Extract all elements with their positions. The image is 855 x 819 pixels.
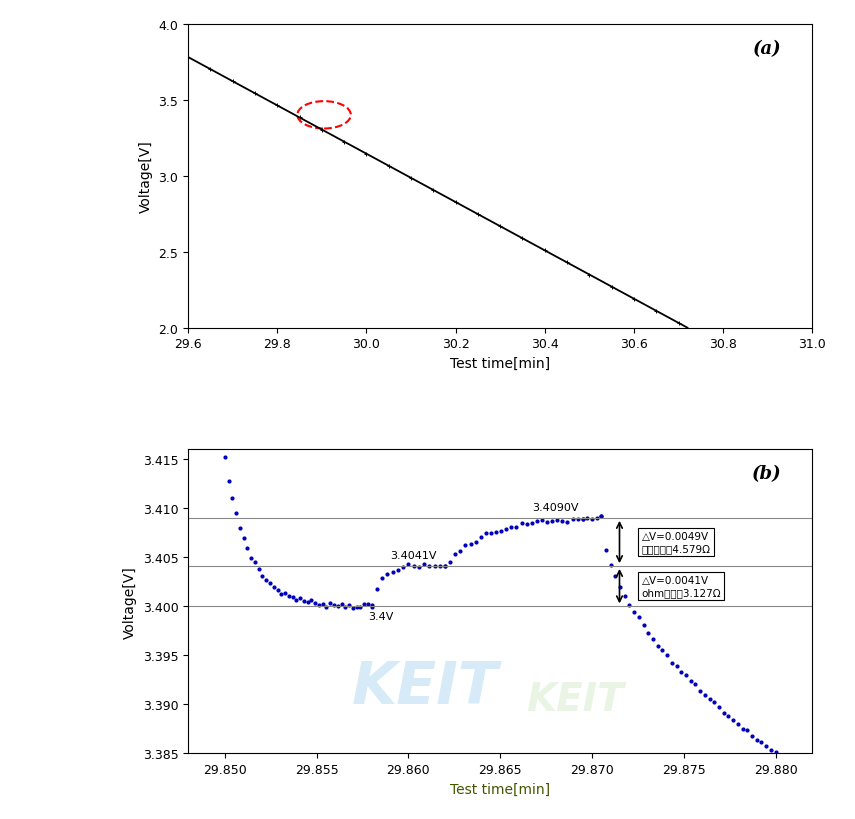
X-axis label: Test time[min]: Test time[min] [450,356,551,370]
Text: △V=0.0041V
ohm성분：3.127Ω: △V=0.0041V ohm성분：3.127Ω [641,576,721,597]
X-axis label: Test time[min]: Test time[min] [450,781,551,796]
Text: (b): (b) [752,465,781,483]
Y-axis label: Voltage[V]: Voltage[V] [123,565,137,638]
Text: △V=0.0049V
평행성분：4.579Ω: △V=0.0049V 평행성분：4.579Ω [641,532,711,553]
Text: KEIT: KEIT [352,658,498,715]
Text: 3.4041V: 3.4041V [390,550,437,560]
Text: 3.4090V: 3.4090V [532,503,579,513]
Y-axis label: Voltage[V]: Voltage[V] [139,140,153,213]
Text: 3.4V: 3.4V [369,612,393,622]
Text: (a): (a) [752,40,781,57]
Text: KEIT: KEIT [527,680,624,717]
